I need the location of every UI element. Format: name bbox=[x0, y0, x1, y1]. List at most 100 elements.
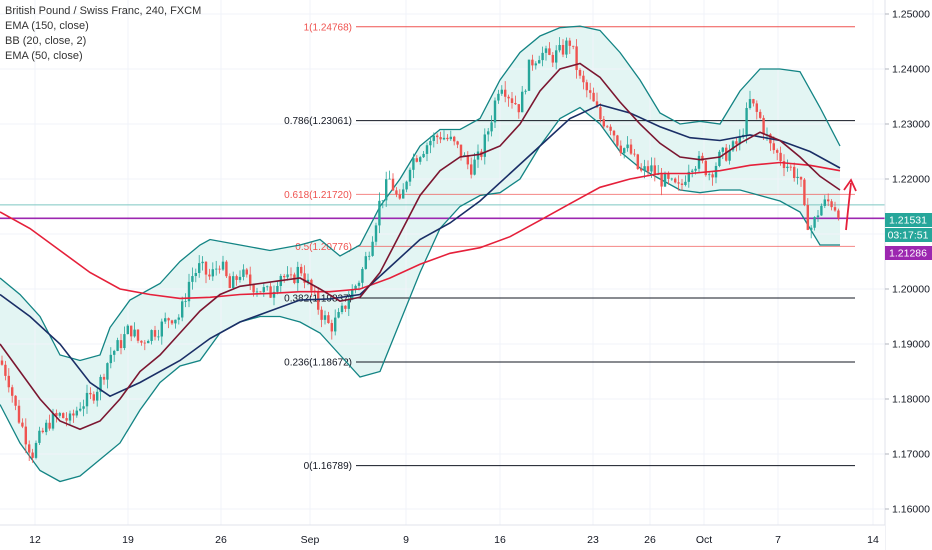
candle[interactable] bbox=[446, 134, 449, 142]
candle[interactable] bbox=[269, 282, 272, 299]
candle[interactable] bbox=[201, 256, 204, 271]
candle[interactable] bbox=[272, 285, 276, 306]
candle[interactable] bbox=[507, 94, 510, 107]
candle[interactable] bbox=[711, 172, 714, 186]
candle[interactable] bbox=[483, 128, 486, 165]
candle[interactable] bbox=[177, 314, 180, 325]
candle[interactable] bbox=[7, 368, 10, 393]
candle[interactable] bbox=[466, 151, 469, 170]
candle[interactable] bbox=[184, 293, 187, 308]
candle[interactable] bbox=[147, 339, 150, 344]
candle[interactable] bbox=[123, 326, 126, 351]
candle[interactable] bbox=[204, 261, 208, 284]
candle[interactable] bbox=[759, 109, 762, 120]
candle[interactable] bbox=[232, 271, 235, 289]
candle[interactable] bbox=[194, 268, 197, 283]
candle[interactable] bbox=[799, 176, 803, 187]
candle[interactable] bbox=[21, 418, 24, 429]
candle[interactable] bbox=[133, 322, 136, 338]
candle[interactable] bbox=[517, 104, 520, 119]
candle[interactable] bbox=[585, 79, 588, 98]
candle[interactable] bbox=[572, 45, 575, 50]
candle[interactable] bbox=[619, 140, 622, 157]
candle[interactable] bbox=[327, 311, 330, 324]
candle[interactable] bbox=[337, 308, 340, 319]
candle[interactable] bbox=[453, 135, 456, 146]
candle[interactable] bbox=[728, 144, 731, 165]
candle[interactable] bbox=[323, 310, 327, 325]
candle[interactable] bbox=[415, 155, 418, 163]
candle[interactable] bbox=[85, 384, 89, 414]
candle[interactable] bbox=[14, 395, 17, 411]
candle[interactable] bbox=[31, 448, 34, 463]
candle[interactable] bbox=[58, 411, 61, 418]
candle[interactable] bbox=[633, 149, 636, 157]
candle[interactable] bbox=[106, 362, 109, 389]
candle[interactable] bbox=[561, 39, 565, 58]
candle[interactable] bbox=[422, 151, 425, 159]
candle[interactable] bbox=[439, 131, 442, 144]
candle[interactable] bbox=[126, 324, 129, 335]
candle[interactable] bbox=[510, 91, 514, 109]
candle[interactable] bbox=[398, 189, 401, 200]
candle[interactable] bbox=[680, 178, 684, 191]
candle[interactable] bbox=[119, 333, 123, 355]
candle[interactable] bbox=[79, 402, 82, 412]
candle[interactable] bbox=[24, 418, 27, 453]
candle[interactable] bbox=[514, 95, 517, 105]
candle[interactable] bbox=[837, 208, 840, 221]
candle[interactable] bbox=[442, 130, 446, 141]
candle[interactable] bbox=[687, 164, 690, 188]
candle[interactable] bbox=[0, 355, 4, 366]
candle[interactable] bbox=[816, 210, 820, 222]
candle[interactable] bbox=[102, 373, 106, 385]
candle[interactable] bbox=[245, 267, 248, 278]
candle[interactable] bbox=[310, 278, 313, 297]
candle[interactable] bbox=[221, 255, 225, 271]
arrow-annotation[interactable] bbox=[845, 182, 852, 231]
candle[interactable] bbox=[677, 175, 680, 191]
candle[interactable] bbox=[405, 180, 408, 193]
candle[interactable] bbox=[68, 410, 72, 425]
candle[interactable] bbox=[408, 167, 412, 187]
candle[interactable] bbox=[391, 173, 395, 191]
candle[interactable] bbox=[721, 146, 724, 160]
candle[interactable] bbox=[704, 159, 707, 177]
candle[interactable] bbox=[599, 103, 602, 123]
candle[interactable] bbox=[493, 97, 497, 128]
candle[interactable] bbox=[731, 139, 735, 153]
candle[interactable] bbox=[344, 305, 347, 312]
candle[interactable] bbox=[500, 85, 503, 96]
candle[interactable] bbox=[130, 325, 133, 342]
time-axis[interactable] bbox=[0, 525, 885, 550]
candle[interactable] bbox=[823, 195, 826, 209]
candle[interactable] bbox=[75, 406, 78, 418]
candle[interactable] bbox=[116, 337, 119, 352]
candle[interactable] bbox=[449, 130, 452, 141]
candle[interactable] bbox=[626, 136, 629, 152]
candle[interactable] bbox=[708, 171, 711, 181]
candle[interactable] bbox=[776, 148, 779, 161]
candle[interactable] bbox=[538, 55, 541, 64]
candle[interactable] bbox=[242, 264, 245, 281]
candle[interactable] bbox=[636, 153, 639, 171]
candle[interactable] bbox=[330, 319, 333, 340]
candle[interactable] bbox=[45, 419, 48, 436]
candle[interactable] bbox=[612, 129, 616, 142]
candle[interactable] bbox=[378, 192, 381, 234]
candle[interactable] bbox=[381, 200, 384, 209]
candle[interactable] bbox=[320, 306, 323, 328]
candle[interactable] bbox=[796, 168, 799, 185]
candle[interactable] bbox=[157, 329, 160, 341]
candle[interactable] bbox=[697, 151, 701, 174]
candle[interactable] bbox=[551, 52, 554, 68]
candle[interactable] bbox=[266, 285, 269, 291]
candle[interactable] bbox=[150, 329, 153, 345]
candle[interactable] bbox=[470, 157, 473, 179]
candle[interactable] bbox=[575, 39, 578, 79]
candle[interactable] bbox=[28, 440, 31, 461]
candle[interactable] bbox=[48, 414, 51, 431]
candle[interactable] bbox=[789, 164, 792, 171]
candle[interactable] bbox=[395, 187, 398, 198]
